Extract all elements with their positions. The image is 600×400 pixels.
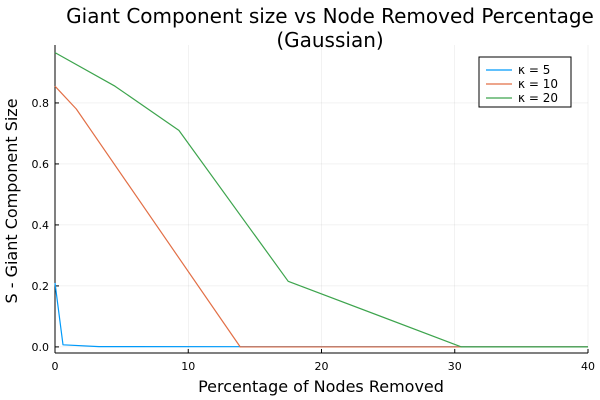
- y-tick-label: 0.6: [32, 158, 50, 171]
- chart-title: Giant Component size vs Node Removed Per…: [66, 4, 594, 28]
- legend: κ = 5κ = 10κ = 20: [478, 56, 572, 108]
- series-lines: [54, 52, 589, 348]
- y-tick-label: 0.8: [32, 97, 50, 110]
- axis-ticks: 0 10 20 30 40 0.0 0.2 0.4 0.6 0.8: [32, 97, 596, 373]
- x-tick-label: 40: [581, 360, 595, 373]
- legend-label-1: κ = 5: [518, 63, 550, 77]
- legend-label-2: κ = 10: [518, 77, 558, 91]
- y-tick-label: 0.2: [32, 280, 50, 293]
- x-tick-label: 20: [315, 360, 329, 373]
- y-tick-label: 0.4: [32, 219, 50, 232]
- x-tick-label: 10: [181, 360, 195, 373]
- legend-box: [478, 56, 572, 108]
- legend-label-3: κ = 20: [518, 91, 558, 105]
- y-tick-label: 0.0: [32, 341, 50, 354]
- x-tick-label: 0: [52, 360, 59, 373]
- series-line-3: [54, 52, 588, 348]
- chart-subtitle: (Gaussian): [276, 28, 383, 52]
- x-axis-label: Percentage of Nodes Removed: [198, 377, 444, 396]
- series-line-2: [54, 85, 588, 348]
- x-tick-label: 30: [448, 360, 462, 373]
- y-axis-label: S - Giant Component Size: [2, 98, 21, 303]
